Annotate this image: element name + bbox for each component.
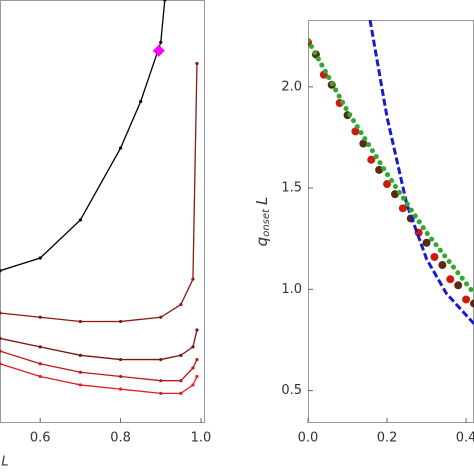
scatter-point	[383, 180, 392, 189]
series-line	[308, 37, 474, 296]
scatter-point	[359, 139, 368, 148]
series-point	[0, 269, 2, 273]
series-point	[139, 99, 143, 104]
series-line	[0, 329, 198, 361]
scatter-point	[398, 204, 407, 213]
scatter-point	[462, 295, 471, 304]
scatter-point	[375, 165, 384, 174]
plot-frame	[0, 0, 205, 423]
x-axis-label: L	[1, 455, 8, 470]
y-axis-label: qonset L	[253, 197, 273, 247]
series-point	[179, 391, 183, 395]
series-point	[38, 345, 42, 349]
series-point	[159, 391, 163, 395]
series-point	[0, 311, 2, 315]
series-point	[118, 319, 123, 324]
series-point	[118, 387, 123, 391]
series-point	[78, 370, 82, 374]
x-tick-label: 1.0	[191, 431, 212, 446]
series-point	[191, 366, 195, 370]
y-tick-label: 2.0	[281, 79, 302, 94]
scatter-point	[367, 155, 376, 164]
scatter-point	[351, 127, 360, 136]
series-point	[78, 319, 82, 324]
series-line	[0, 350, 198, 382]
series-point	[195, 357, 199, 362]
series-point	[78, 383, 82, 387]
x-tick-label: 0.2	[377, 431, 398, 446]
series-point	[191, 383, 195, 387]
series-point	[78, 353, 82, 357]
series-point	[195, 374, 199, 379]
x-tick-label: 0.6	[30, 431, 51, 446]
series-point	[179, 302, 183, 307]
series-point	[163, 0, 167, 2]
series-point	[118, 146, 123, 150]
plot-area	[308, 20, 474, 325]
y-label-rest: L	[253, 197, 271, 205]
series-point	[159, 40, 163, 44]
scatter-point	[470, 299, 474, 308]
series-point	[0, 336, 2, 340]
y-tick-label: 1.0	[281, 282, 302, 297]
scatter-point	[430, 252, 439, 261]
series-point	[159, 315, 163, 319]
series-point	[78, 218, 82, 222]
series-point	[179, 353, 183, 357]
series-point	[38, 315, 42, 319]
x-tick-label: 0.4	[456, 431, 474, 446]
series-line	[0, 63, 198, 323]
series-line	[0, 363, 198, 395]
scatter-point	[422, 238, 431, 247]
series-point	[38, 362, 42, 366]
series-point	[38, 256, 42, 260]
series-line	[368, 20, 474, 325]
scatter-point	[438, 261, 447, 270]
series-point	[118, 357, 123, 362]
series-point	[195, 61, 199, 66]
series-point	[0, 349, 2, 353]
x-tick-label: 0.8	[110, 431, 131, 446]
scatter-point	[446, 275, 455, 284]
plot-area	[0, 0, 199, 395]
series-point	[159, 379, 163, 383]
series-point	[0, 362, 2, 366]
series-point	[159, 357, 163, 362]
series-point	[191, 345, 195, 349]
highlight-marker	[152, 44, 165, 57]
series-point	[179, 379, 183, 383]
series-point	[191, 277, 195, 281]
series-point	[195, 328, 199, 332]
x-tick-label: 0.0	[298, 431, 319, 446]
y-label-main: q	[253, 237, 271, 247]
scatter-point	[454, 281, 463, 290]
y-tick-label: 1.5	[281, 181, 302, 196]
y-tick-label: 0.5	[281, 383, 302, 398]
y-label-sub: onset	[261, 208, 272, 237]
series-point	[118, 374, 123, 379]
series-point	[38, 374, 42, 379]
